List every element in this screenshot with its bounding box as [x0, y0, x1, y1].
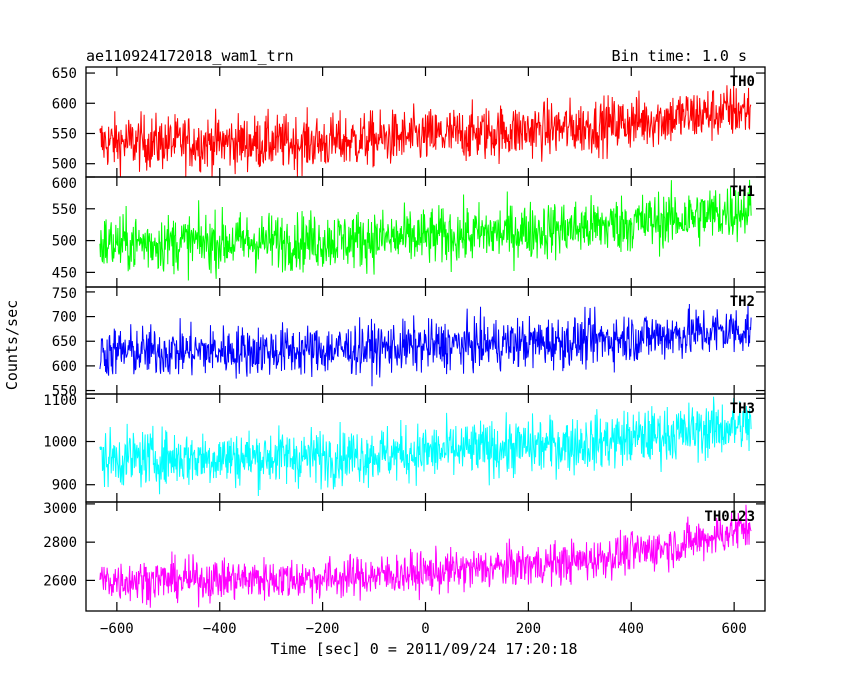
y-tick-label: 700 — [52, 310, 77, 326]
x-axis-label: Time [sec] 0 = 2011/09/24 17:20:18 — [270, 640, 577, 658]
y-tick-label: 900 — [52, 478, 77, 494]
panel-th3: 900 1000 1100 TH3 — [43, 393, 766, 503]
panel-th0123: 2600 2800 3000 TH0123 — [43, 501, 766, 612]
y-tick-label: 550 — [52, 202, 77, 218]
x-tick-label: −200 — [306, 621, 340, 637]
y-tick-label: 1000 — [43, 435, 77, 451]
y-tick-label: 600 — [52, 176, 77, 192]
y-tick-label: 3000 — [43, 501, 77, 517]
bin-time-label: Bin time: 1.0 s — [612, 47, 747, 65]
panel-frame — [85, 501, 766, 612]
y-tick-label: 500 — [52, 234, 77, 250]
x-tick-label: 600 — [721, 621, 746, 637]
panel-label: TH1 — [730, 184, 755, 200]
y-tick-label: 600 — [52, 96, 77, 112]
y-tick-label: 2600 — [43, 573, 77, 589]
panel-label: TH0123 — [704, 509, 755, 525]
x-tick-label: 400 — [619, 621, 644, 637]
x-tick-label: −600 — [100, 621, 134, 637]
y-tick-label: 650 — [52, 334, 77, 350]
series-line-th1 — [99, 179, 752, 281]
series-line-th0123 — [99, 504, 752, 608]
panel-label: TH3 — [730, 401, 755, 417]
x-tick-label: 200 — [516, 621, 541, 637]
y-tick-label: 500 — [52, 157, 77, 173]
y-tick-label: 650 — [52, 66, 77, 82]
chart-title: ae110924172018_wam1_trn — [86, 47, 294, 65]
y-axis-label: Counts/sec — [3, 300, 21, 390]
panel-th2: 550 600 650 700 750 TH2 — [52, 286, 766, 400]
y-tick-label: 1100 — [43, 393, 77, 409]
panel-label: TH0 — [730, 74, 755, 90]
y-tick-label: 550 — [52, 126, 77, 142]
panel-th1: 450 500 550 600 TH1 — [52, 176, 766, 288]
series-line-th2 — [99, 303, 752, 387]
panel-label: TH2 — [730, 294, 755, 310]
x-tick-label: 0 — [421, 621, 429, 637]
y-tick-label: 600 — [52, 359, 77, 375]
panel-th0: 500 550 600 650 TH0 — [52, 66, 766, 178]
series-line-th3 — [99, 396, 752, 497]
y-tick-label: 2800 — [43, 535, 77, 551]
y-tick-label: 750 — [52, 286, 77, 302]
x-tick-label: −400 — [203, 621, 237, 637]
series-line-th0 — [99, 85, 752, 177]
y-tick-label: 450 — [52, 265, 77, 281]
y-tick-label: 550 — [52, 384, 77, 400]
